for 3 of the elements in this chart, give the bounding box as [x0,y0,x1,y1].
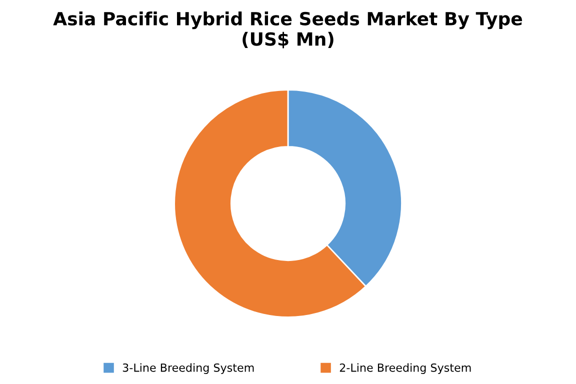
legend-label: 3-Line Breeding System [122,363,254,374]
legend-label: 2-Line Breeding System [340,363,471,374]
chart-title: Asia Pacific Hybrid Rice Seeds Market By Type (US$ Mn) [53,12,522,48]
